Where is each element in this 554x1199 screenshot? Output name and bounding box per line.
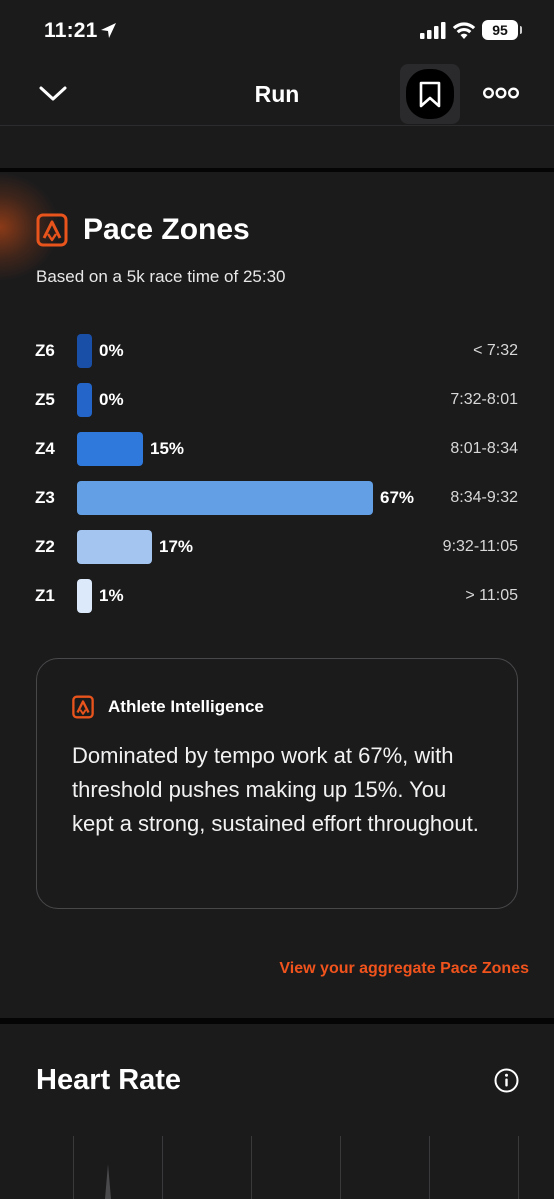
pace-zone-row: Z1 1% > 11:05 [0, 579, 554, 613]
pace-zone-row: Z4 15% 8:01-8:34 [0, 432, 554, 466]
zone-bar [77, 481, 373, 515]
athlete-intelligence-heading: Athlete Intelligence [108, 697, 264, 716]
section-divider [0, 1018, 554, 1024]
wifi-icon [452, 22, 476, 39]
nav-bar: Run [0, 62, 554, 126]
zone-label: Z3 [35, 488, 55, 507]
heart-rate-chart [73, 1136, 519, 1199]
zone-label: Z6 [35, 341, 55, 360]
heart-rate-card: Heart Rate [0, 1024, 554, 1199]
zone-percent: 67% [380, 488, 415, 507]
zone-percent: 0% [99, 341, 124, 360]
zone-label: Z1 [35, 586, 55, 605]
zone-pace-range: > 11:05 [465, 587, 518, 604]
zone-pace-range: < 7:32 [473, 342, 518, 359]
status-time: 11:21 [44, 19, 98, 42]
spacer-band [0, 127, 554, 169]
more-icon[interactable] [483, 86, 519, 100]
zone-pace-range: 9:32-11:05 [442, 538, 518, 555]
athlete-intelligence-box [36, 658, 518, 909]
pace-zone-row: Z3 67% 8:34-9:32 [0, 481, 554, 515]
pace-zones-card: Pace Zones Based on a 5k race time of 25… [0, 172, 554, 1018]
pace-zones-title: Pace Zones [83, 213, 250, 246]
status-bar: 11:21 95 [0, 0, 554, 62]
chevron-down-icon[interactable] [38, 82, 68, 106]
zone-percent: 15% [150, 439, 185, 458]
pace-zone-row: Z2 17% 9:32-11:05 [0, 530, 554, 564]
zone-percent: 17% [159, 537, 194, 556]
zone-pace-range: 7:32-8:01 [450, 391, 518, 408]
zone-bar [77, 432, 143, 466]
athlete-intelligence-text: Dominated by tempo work at 67%, with thr… [72, 743, 479, 836]
strava-logo-icon [72, 695, 94, 719]
zone-bar [77, 579, 92, 613]
bookmark-button-surface[interactable] [406, 69, 454, 119]
pace-zone-row: Z6 0% < 7:32 [0, 334, 554, 368]
zone-bar [77, 334, 92, 368]
zone-label: Z2 [35, 537, 55, 556]
cellular-signal-icon [420, 22, 446, 39]
strava-logo-icon [36, 213, 68, 247]
zone-label: Z5 [35, 390, 55, 409]
zone-percent: 0% [99, 390, 124, 409]
page-title: Run [254, 81, 300, 107]
pace-zones-subtitle: Based on a 5k race time of 25:30 [36, 267, 286, 286]
location-arrow-icon [101, 23, 116, 38]
zone-pace-range: 8:34-9:32 [450, 489, 518, 506]
zone-bar [77, 383, 92, 417]
heart-rate-title: Heart Rate [36, 1064, 182, 1096]
aggregate-pace-zones-link[interactable]: View your aggregate Pace Zones [279, 960, 529, 977]
zone-label: Z4 [35, 439, 55, 458]
section-divider [0, 168, 554, 172]
heart-rate-trace [105, 1164, 111, 1199]
zone-bar [77, 530, 152, 564]
battery-indicator: 95 [482, 20, 522, 40]
pace-zone-row: Z5 0% 7:32-8:01 [0, 383, 554, 417]
info-icon[interactable] [494, 1068, 519, 1093]
bookmark-button[interactable] [400, 64, 460, 124]
zone-pace-range: 8:01-8:34 [450, 440, 518, 457]
bookmark-icon [419, 81, 441, 108]
zone-percent: 1% [99, 586, 124, 605]
